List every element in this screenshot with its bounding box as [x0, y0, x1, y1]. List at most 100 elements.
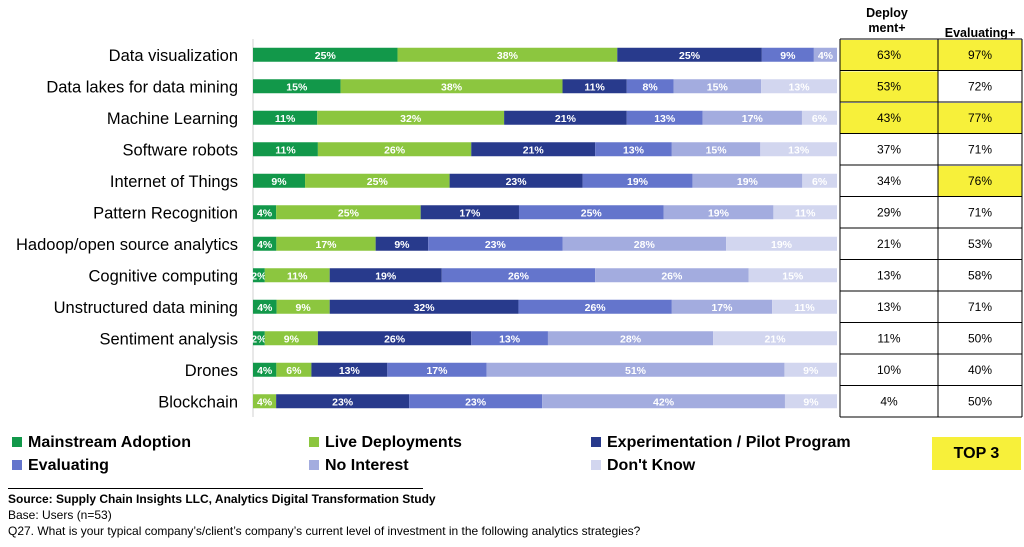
- category-label: Sentiment analysis: [100, 330, 239, 348]
- stacked-bar-chart: Data visualization 25% 38% 25% 9% 4% 63% 97% Dat…: [16, 38, 1023, 418]
- bar-segment: [317, 142, 472, 157]
- data-label: 15%: [286, 81, 308, 93]
- source-line: Source: Supply Chain Insights LLC, Analy…: [8, 492, 436, 506]
- bar-segment: [748, 268, 837, 283]
- data-label: 9%: [296, 302, 312, 314]
- data-label: 9%: [284, 333, 300, 345]
- bar-segment: [802, 173, 837, 188]
- data-label: 9%: [803, 365, 819, 377]
- bar-segment: [311, 362, 388, 377]
- top3-badge: TOP 3: [932, 437, 1021, 470]
- data-label: 17%: [742, 113, 764, 125]
- bar-segment: [276, 236, 376, 251]
- data-label: 8%: [643, 81, 659, 93]
- table-cell-evaluating: 71%: [968, 205, 992, 219]
- table-cell-deploy: 37%: [877, 142, 901, 156]
- table-cell-deploy: 13%: [877, 268, 901, 282]
- data-label: 13%: [789, 81, 811, 93]
- legend-label-dont-know: Don't Know: [607, 457, 696, 474]
- bar-segment: [726, 236, 837, 251]
- bar-segment: [317, 331, 472, 346]
- data-label: 51%: [625, 365, 647, 377]
- table-cell-deploy: 13%: [877, 300, 901, 314]
- data-label: 11%: [584, 81, 605, 93]
- table-cell-highlight: [938, 166, 1022, 197]
- question-line: Q27. What is your typical company’s/clie…: [8, 524, 641, 538]
- bar-segment: [702, 110, 802, 125]
- data-label: 4%: [257, 239, 273, 251]
- bar-segment: [253, 173, 306, 188]
- table-cell-deploy: 29%: [877, 205, 901, 219]
- data-label: 38%: [441, 81, 463, 93]
- data-label: 26%: [585, 302, 607, 314]
- legend-swatch-mainstream-adoption: [12, 437, 22, 447]
- bar-segment: [773, 205, 837, 220]
- legend-no-interest: No Interest: [309, 457, 409, 475]
- bar-segment: [772, 299, 837, 314]
- data-label: 19%: [708, 207, 730, 219]
- bar-segment: [253, 268, 265, 283]
- bar-segment: [761, 47, 814, 62]
- bar-segment: [317, 110, 505, 125]
- bar-segment: [663, 205, 774, 220]
- data-label: 13%: [623, 144, 645, 156]
- table-cell-highlight: [840, 71, 938, 102]
- legend-label-mainstream-adoption: Mainstream Adoption: [28, 434, 191, 451]
- legend-swatch-live-deployments: [309, 437, 319, 447]
- bar-segment: [428, 236, 563, 251]
- category-label: Unstructured data mining: [54, 299, 238, 317]
- data-label: 15%: [782, 270, 804, 282]
- data-label: 19%: [627, 176, 649, 188]
- data-label: 25%: [315, 50, 337, 62]
- bar-segment: [253, 47, 398, 62]
- data-label: 11%: [275, 113, 296, 125]
- bar-segment: [801, 110, 837, 125]
- bar-segment: [595, 142, 672, 157]
- bar-segment: [253, 331, 265, 346]
- bar-segment: [595, 268, 749, 283]
- bar-segment: [761, 79, 837, 94]
- data-label: 9%: [803, 396, 819, 408]
- table-cell-evaluating: 77%: [968, 111, 992, 125]
- bar-segment: [441, 268, 596, 283]
- header-deploy: Deploy ment+: [852, 6, 922, 36]
- table-cell-deploy: 63%: [877, 48, 901, 62]
- data-label: 23%: [506, 176, 528, 188]
- category-label: Machine Learning: [107, 110, 238, 128]
- legend-label-evaluating: Evaluating: [28, 457, 109, 474]
- bar-segment: [409, 394, 543, 409]
- bar-segment: [387, 362, 487, 377]
- table-cell-evaluating: 72%: [968, 79, 992, 93]
- table-cell-evaluating: 76%: [968, 174, 992, 188]
- table-cell-highlight: [938, 103, 1022, 134]
- legend-live-deployments: Live Deployments: [309, 434, 462, 452]
- data-label: 4%: [257, 365, 273, 377]
- bar-segment: [582, 173, 693, 188]
- data-label: 32%: [400, 113, 422, 125]
- data-label: 13%: [339, 365, 361, 377]
- data-label: 6%: [812, 113, 828, 125]
- table-cell-deploy: 10%: [877, 363, 901, 377]
- data-label: 17%: [426, 365, 448, 377]
- data-label: 21%: [555, 113, 577, 125]
- data-label: 28%: [620, 333, 642, 345]
- data-label: 17%: [315, 239, 337, 251]
- bar-segment: [562, 79, 627, 94]
- category-label: Cognitive computing: [89, 267, 239, 285]
- bar-segment: [397, 47, 618, 62]
- table-cell-evaluating: 53%: [968, 237, 992, 251]
- bar-segment: [671, 142, 761, 157]
- table-cell-evaluating: 50%: [968, 331, 992, 345]
- bar-segment: [253, 362, 277, 377]
- bar-segment: [626, 79, 674, 94]
- bar-segment: [713, 331, 837, 346]
- legend-mainstream-adoption: Mainstream Adoption: [12, 434, 191, 452]
- category-label: Hadoop/open source analytics: [16, 236, 238, 254]
- data-label: 25%: [581, 207, 603, 219]
- table-cell-deploy: 4%: [880, 394, 898, 408]
- header-deploy-line1: Deploy: [866, 6, 908, 20]
- legend-experimentation: Experimentation / Pilot Program: [591, 434, 851, 452]
- data-label: 13%: [788, 144, 810, 156]
- bar-segment: [562, 236, 727, 251]
- data-label: 26%: [508, 270, 530, 282]
